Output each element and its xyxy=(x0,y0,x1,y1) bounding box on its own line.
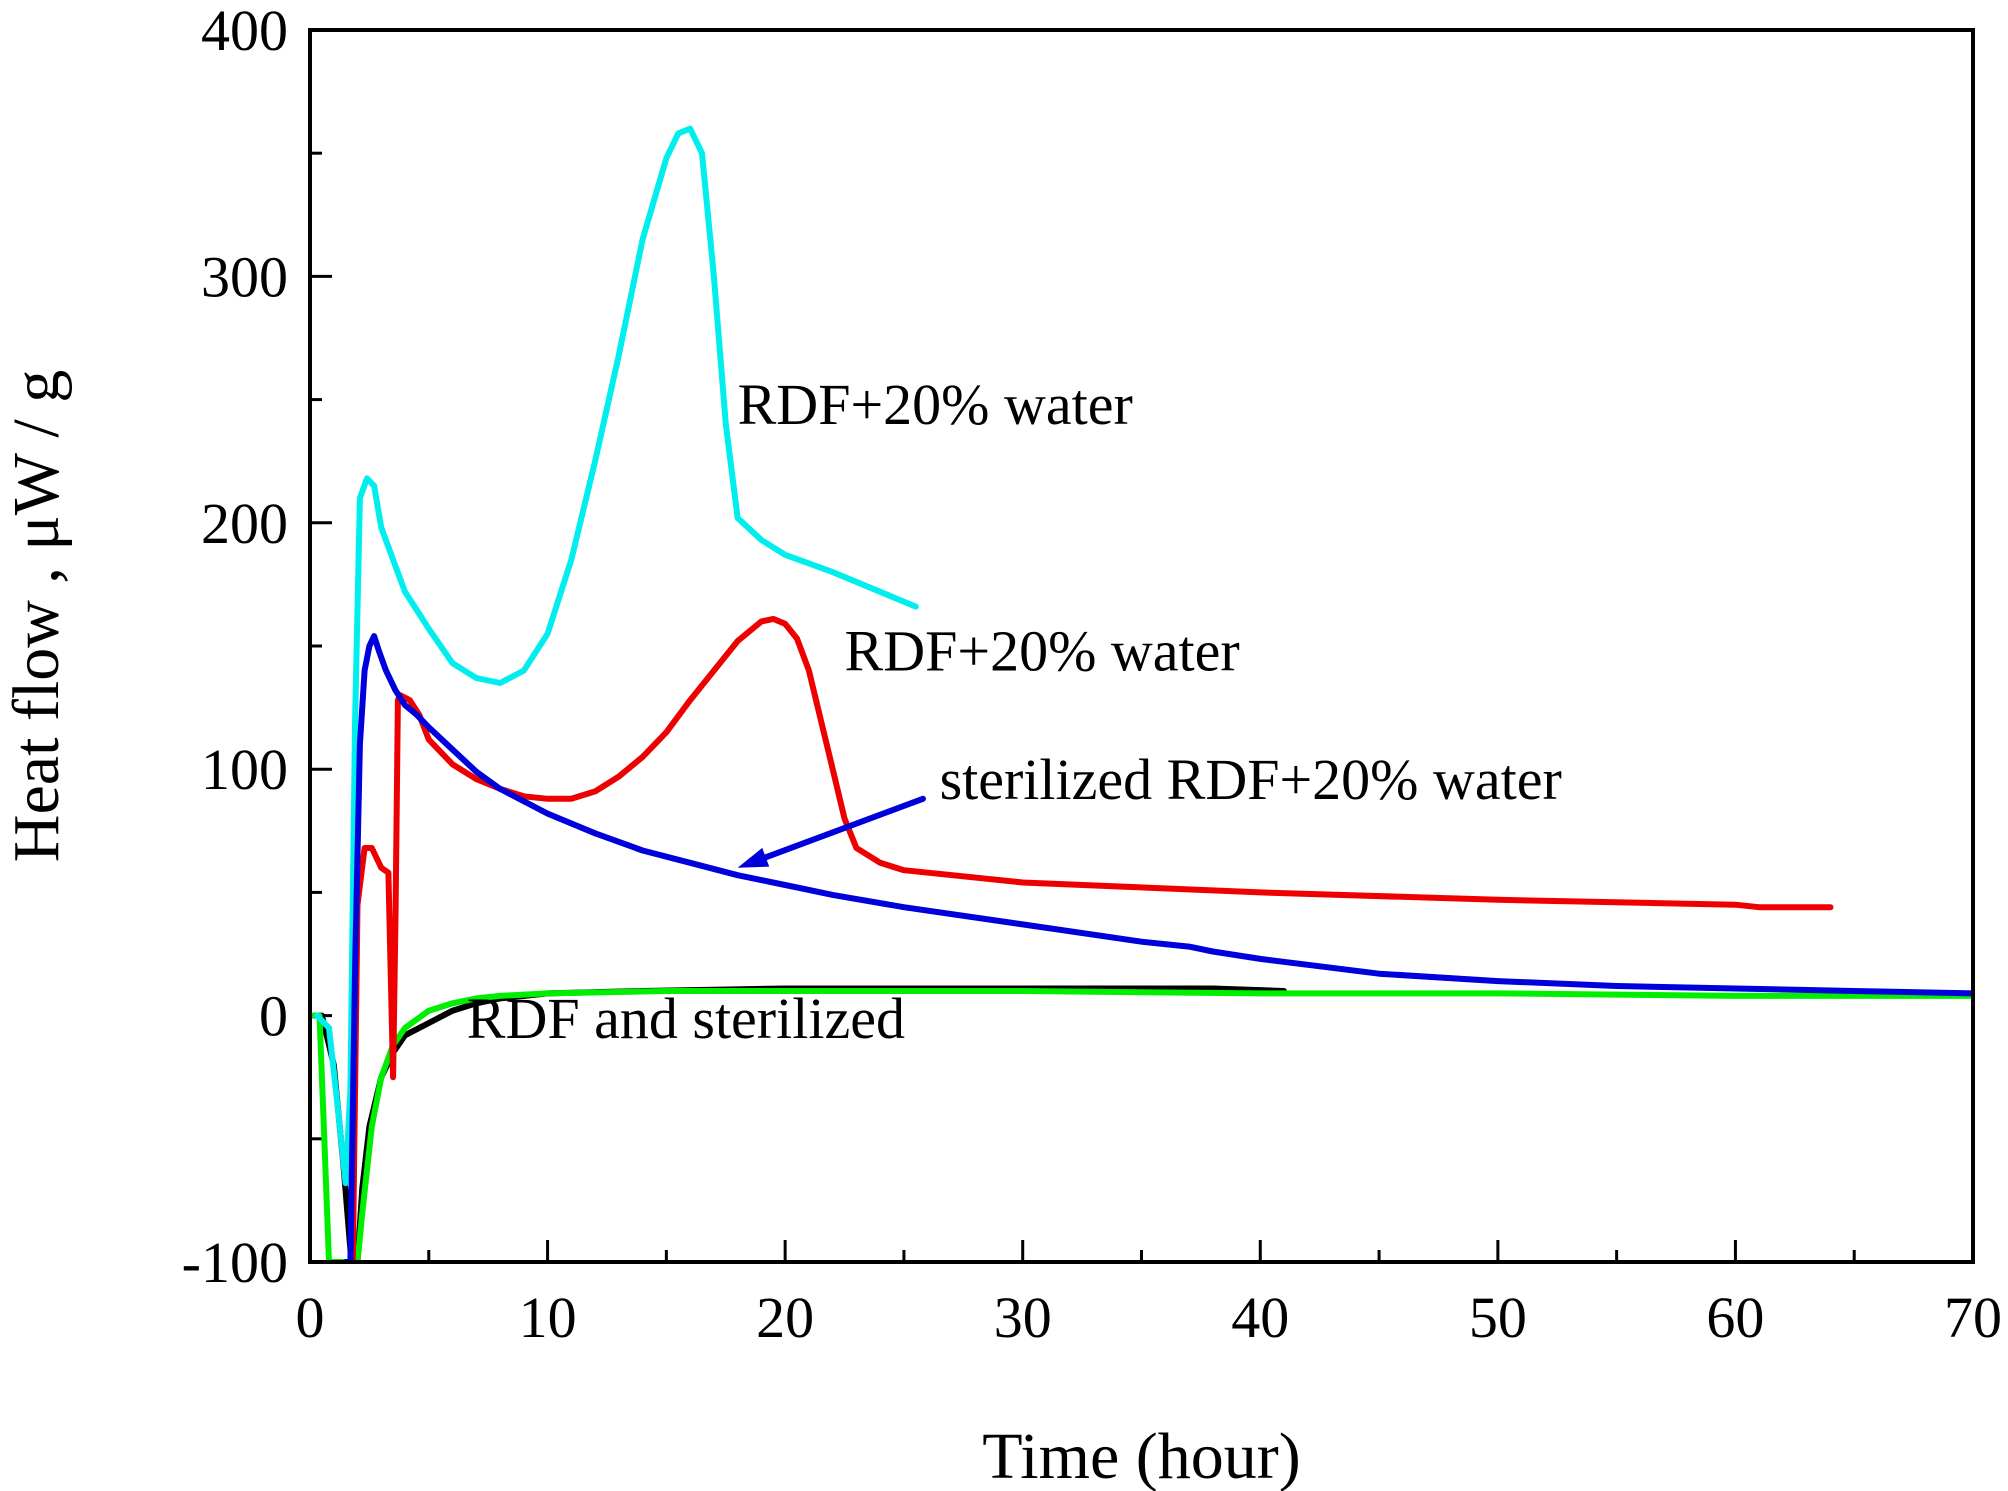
arrow-layer xyxy=(737,795,926,868)
y-tick-label: 100 xyxy=(201,737,288,802)
series-line-3 xyxy=(349,615,1834,1262)
x-tick-label: 30 xyxy=(994,1285,1052,1350)
series-layer xyxy=(310,125,1973,1262)
x-axis-ticks: 0 10 20 30 40 50 60 70 xyxy=(296,1240,2002,1350)
y-tick-label: -100 xyxy=(182,1230,288,1295)
arrow-shaft xyxy=(762,795,926,861)
y-axis-title: Heat flow , μW / g xyxy=(0,370,73,862)
annotation-0: RDF+20% water xyxy=(738,372,1133,437)
arrow-head xyxy=(737,847,770,868)
annotation-2: sterilized RDF+20% water xyxy=(940,747,1562,812)
y-tick-label: 300 xyxy=(201,244,288,309)
x-tick-label: 70 xyxy=(1944,1285,2002,1350)
annotation-3: RDF and sterilized xyxy=(467,986,905,1051)
x-tick-label: 60 xyxy=(1706,1285,1764,1350)
annotation-1: RDF+20% water xyxy=(845,619,1240,684)
series-line-2 xyxy=(314,125,919,1187)
plot-frame xyxy=(308,28,1975,1264)
x-tick-label: 50 xyxy=(1469,1285,1527,1350)
annotation-layer: RDF+20% water RDF+20% water sterilized RDF… xyxy=(467,372,1562,1051)
x-axis-title: Time (hour) xyxy=(982,1420,1300,1491)
x-tick-label: 40 xyxy=(1231,1285,1289,1350)
y-tick-label: 0 xyxy=(259,984,288,1049)
series-line-4 xyxy=(342,633,1973,1262)
series-line-1 xyxy=(310,988,1973,1262)
y-axis-ticks: -100 0 100 200 300 400 xyxy=(182,0,332,1295)
y-tick-label: 400 xyxy=(201,0,288,63)
x-tick-label: 20 xyxy=(756,1285,814,1350)
y-tick-label: 200 xyxy=(201,491,288,556)
x-tick-label: 10 xyxy=(519,1285,577,1350)
x-tick-label: 0 xyxy=(296,1285,325,1350)
